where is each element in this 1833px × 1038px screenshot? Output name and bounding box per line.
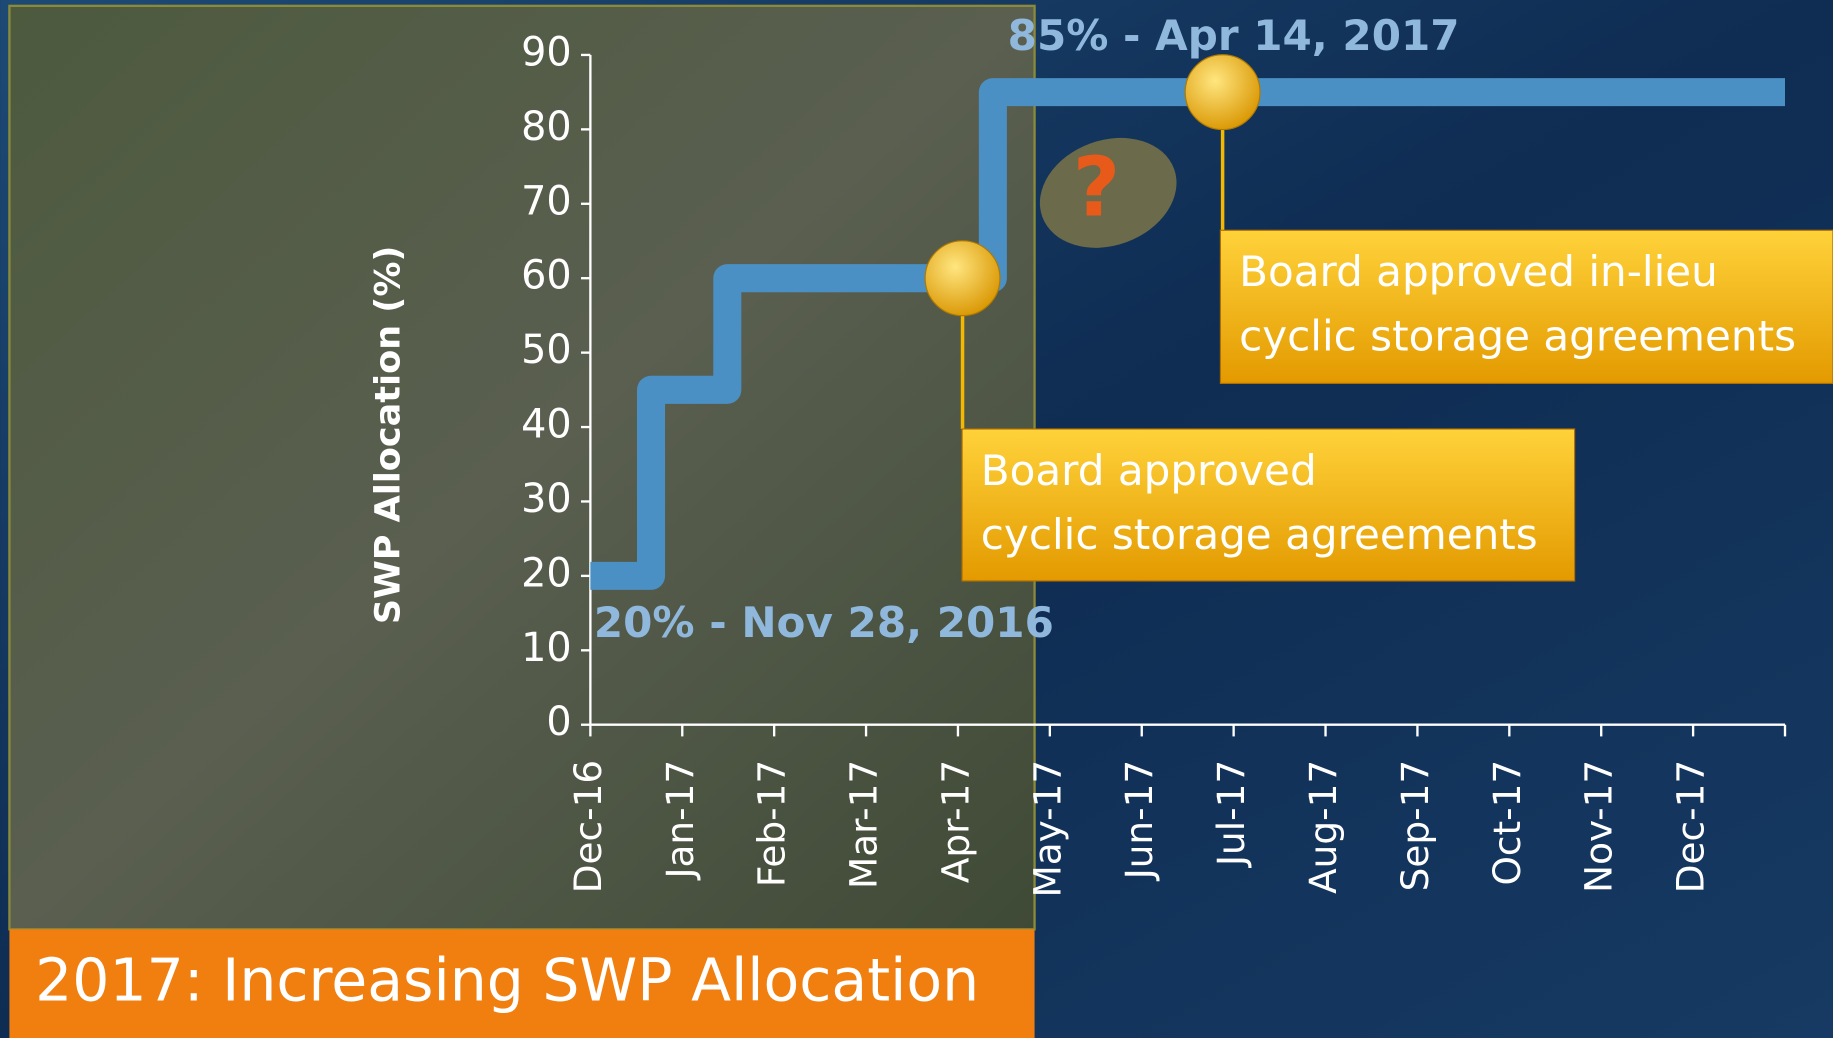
y-tick-label: 90 bbox=[521, 29, 572, 75]
y-tick-label: 70 bbox=[521, 178, 572, 224]
x-tick-label: Apr-17 bbox=[933, 760, 977, 883]
annotation: 85% - Apr 14, 2017 bbox=[1008, 11, 1460, 60]
y-tick-label: 30 bbox=[521, 476, 572, 522]
y-tick-label: 60 bbox=[521, 253, 572, 299]
chart-title: 2017: Increasing SWP Allocation bbox=[35, 946, 979, 1014]
icon-text: ? bbox=[1073, 140, 1120, 235]
y-tick-label: 20 bbox=[521, 550, 572, 596]
x-tick-label: Jul-17 bbox=[1209, 760, 1253, 868]
marker bbox=[925, 241, 1000, 316]
slide: 2017: Increasing SWP Allocation SWP Allo… bbox=[0, 0, 1833, 1038]
callout-text: cyclic storage agreements bbox=[1239, 311, 1796, 360]
y-tick-label: 50 bbox=[521, 327, 572, 373]
page: {"chart_data": { "type": "line", "title"… bbox=[0, 0, 1833, 1038]
y-axis-label: SWP Allocation (%) bbox=[367, 246, 408, 625]
callout-text: Board approved bbox=[981, 446, 1317, 495]
x-tick-label: Dec-17 bbox=[1669, 760, 1713, 893]
x-tick-label: Sep-17 bbox=[1393, 760, 1437, 892]
x-tick-label: Nov-17 bbox=[1577, 760, 1621, 893]
y-tick-label: 10 bbox=[521, 625, 572, 671]
y-tick-label: 0 bbox=[546, 699, 571, 745]
y-tick-label: 80 bbox=[521, 104, 572, 150]
x-tick-label: Oct-17 bbox=[1485, 760, 1529, 886]
x-tick-label: Jun-17 bbox=[1117, 760, 1161, 882]
x-tick-label: Mar-17 bbox=[842, 760, 886, 889]
callout-text: cyclic storage agreements bbox=[981, 510, 1538, 559]
x-tick-label: Dec-16 bbox=[566, 760, 610, 893]
y-tick-label: 40 bbox=[521, 402, 572, 448]
callout-text: Board approved in-lieu bbox=[1239, 247, 1718, 296]
x-tick-label: May-17 bbox=[1025, 760, 1069, 898]
x-tick-label: Feb-17 bbox=[750, 760, 794, 887]
x-tick-label: Jan-17 bbox=[658, 760, 702, 881]
marker bbox=[1185, 55, 1260, 130]
annotation: 20% - Nov 28, 2016 bbox=[594, 598, 1054, 647]
x-tick-label: Aug-17 bbox=[1301, 760, 1345, 894]
